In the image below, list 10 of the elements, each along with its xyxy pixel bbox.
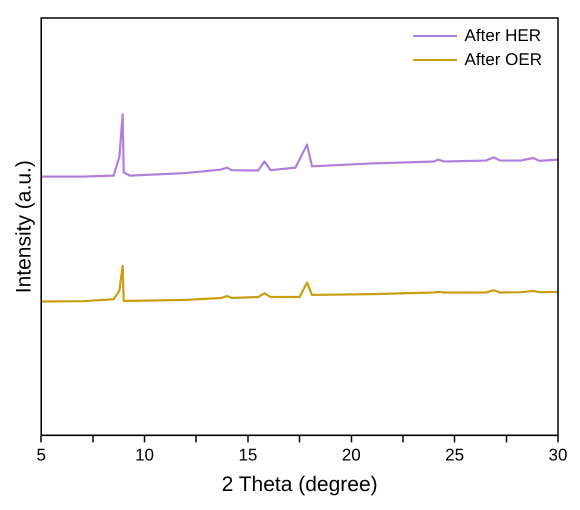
y-axis-title: Intensity (a.u.) xyxy=(12,160,36,294)
x-tick-label: 10 xyxy=(135,445,154,464)
x-tick-label: 15 xyxy=(238,445,258,464)
x-tick-label: 25 xyxy=(445,445,464,464)
x-tick-label: 30 xyxy=(548,445,568,464)
x-tick-label: 20 xyxy=(342,445,361,464)
x-axis-title: 2 Theta (degree) xyxy=(222,473,378,496)
legend-label: After HER xyxy=(464,26,542,46)
legend-label: After OER xyxy=(464,50,542,70)
x-tick-label: 5 xyxy=(36,445,46,464)
